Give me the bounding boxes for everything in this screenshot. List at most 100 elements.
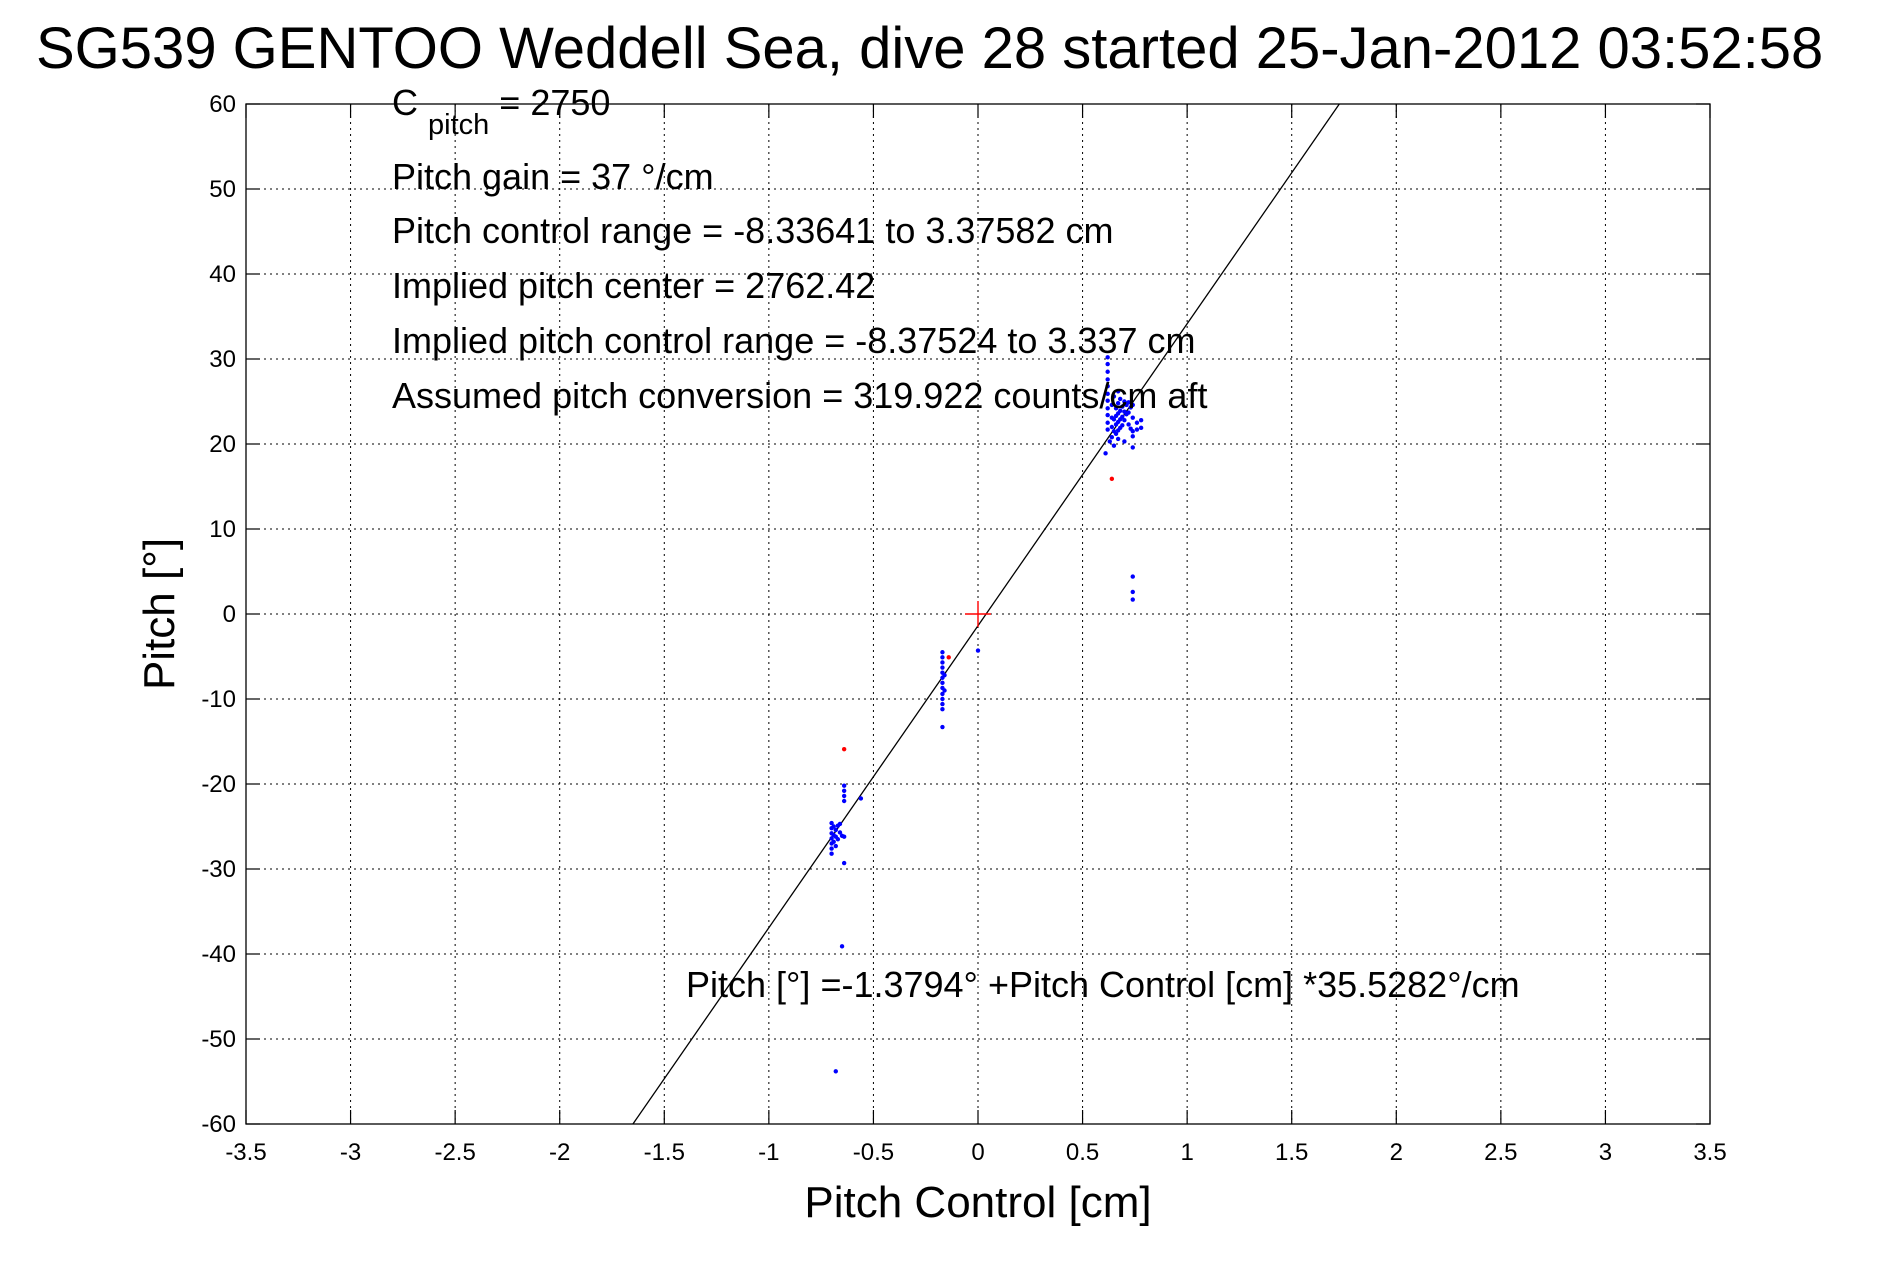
data-point: [833, 827, 838, 833]
x-tick-label: -3.5: [225, 1139, 266, 1166]
data-point: [833, 1069, 838, 1074]
data-point-highlight: [841, 746, 847, 752]
data-point: [1138, 418, 1144, 423]
x-tick-label: -1: [758, 1139, 779, 1166]
data-point: [1120, 404, 1125, 409]
data-point: [1115, 401, 1121, 406]
data-point: [841, 860, 847, 866]
annotation-pitch-control-range: Pitch control range = -8.33641 to 3.3758…: [392, 210, 1113, 251]
y-tick-labels: -60 -50 -40 -30 -20 -10 0 10 20 30 40 50 60: [201, 91, 236, 1138]
data-point: [1130, 415, 1135, 420]
data-point: [940, 650, 945, 655]
data-point: [1109, 424, 1115, 430]
ticks: [245, 103, 1711, 1125]
data-point: [940, 660, 945, 665]
data-point: [831, 839, 836, 844]
y-tick-label: 40: [209, 261, 236, 288]
data-point: [940, 655, 945, 660]
data-point: [1111, 417, 1117, 422]
data-point: [1105, 406, 1110, 411]
data-point: [1105, 361, 1110, 367]
x-tick-label: -2: [549, 1139, 570, 1166]
data-point: [841, 798, 847, 804]
x-tick-label: -2.5: [434, 1139, 475, 1166]
data-point: [1115, 436, 1121, 442]
data-point: [1126, 400, 1131, 405]
x-tick-label: 3: [1599, 1139, 1612, 1166]
data-point: [942, 688, 947, 693]
x-tick-label: 2.5: [1484, 1139, 1517, 1166]
data-point: [835, 837, 841, 842]
data-point: [1122, 418, 1127, 423]
data-point: [1130, 429, 1135, 434]
data-point: [1105, 391, 1110, 397]
data-point: [829, 820, 834, 826]
data-point: [841, 793, 847, 799]
x-tick-label: 3.5: [1693, 1139, 1726, 1166]
data-point: [1105, 427, 1110, 432]
data-point: [1105, 377, 1110, 382]
x-tick-label: 2: [1390, 1139, 1403, 1166]
y-tick-label: 50: [209, 176, 236, 203]
y-tick-label: -20: [201, 771, 236, 798]
data-point: [1134, 427, 1140, 432]
y-tick-label: 60: [209, 91, 236, 118]
x-tick-label: 0: [971, 1139, 984, 1166]
points-layer: [829, 355, 1144, 1074]
data-point: [1122, 439, 1127, 444]
annotation-c-pitch: C pitch = 2750: [392, 82, 610, 142]
data-point: [1105, 384, 1110, 389]
annotation-assumed-pitch-conversion: Assumed pitch conversion = 319.922 count…: [392, 375, 1207, 416]
data-point: [831, 824, 836, 829]
y-axis-label: Pitch [°]: [135, 538, 184, 690]
y-tick-label: -60: [201, 1111, 236, 1138]
y-tick-label: 30: [209, 346, 236, 373]
data-point: [837, 830, 843, 835]
y-tick-label: -40: [201, 941, 236, 968]
x-tick-labels: -3.5 -3 -2.5 -2 -1.5 -1 -0.5 0 0.5 1 1.5 2 2.5 3 3.5: [225, 1139, 1726, 1166]
y-tick-label: 20: [209, 431, 236, 458]
annotation-block: C pitch = 2750 Pitch gain = 37 °/cm Pitc…: [392, 82, 1207, 416]
data-point: [1118, 396, 1123, 402]
data-point: [1109, 435, 1115, 440]
x-tick-label: 1.5: [1275, 1139, 1308, 1166]
data-point: [940, 724, 945, 730]
data-point: [1126, 410, 1131, 415]
y-tick-label: -10: [201, 686, 236, 713]
y-tick-label: 0: [223, 601, 236, 628]
data-point: [940, 680, 945, 686]
data-point: [975, 648, 981, 653]
data-point: [1115, 389, 1121, 394]
data-point: [1130, 402, 1135, 408]
data-point: [1113, 406, 1119, 411]
annotation-c-pitch-sub: pitch: [428, 109, 489, 141]
data-point: [1130, 597, 1135, 602]
data-point: [1130, 434, 1135, 439]
data-point: [1126, 422, 1131, 427]
data-point: [1105, 398, 1110, 403]
data-point: [833, 843, 838, 849]
data-point: [829, 846, 834, 851]
data-point-highlight: [946, 655, 951, 660]
data-point: [1109, 402, 1115, 408]
chart-title: SG539 GENTOO Weddell Sea, dive 28 starte…: [36, 16, 1823, 81]
data-point: [1103, 451, 1108, 456]
data-point: [1130, 589, 1135, 595]
data-point: [1134, 420, 1140, 425]
data-point: [829, 851, 834, 856]
x-tick-label: -0.5: [853, 1139, 894, 1166]
data-point: [1130, 445, 1135, 450]
data-point: [942, 673, 947, 678]
data-point: [940, 701, 945, 707]
data-point: [1138, 425, 1144, 431]
data-point: [1107, 439, 1112, 444]
annotation-implied-pitch-center: Implied pitch center = 2762.42: [392, 265, 875, 306]
data-point: [1111, 443, 1117, 448]
x-tick-label: 1: [1180, 1139, 1193, 1166]
data-point: [1105, 355, 1110, 360]
x-tick-label: -1.5: [644, 1139, 685, 1166]
annotation-c-pitch-main: C: [392, 82, 418, 123]
data-point: [839, 944, 845, 949]
data-point: [1105, 412, 1110, 418]
